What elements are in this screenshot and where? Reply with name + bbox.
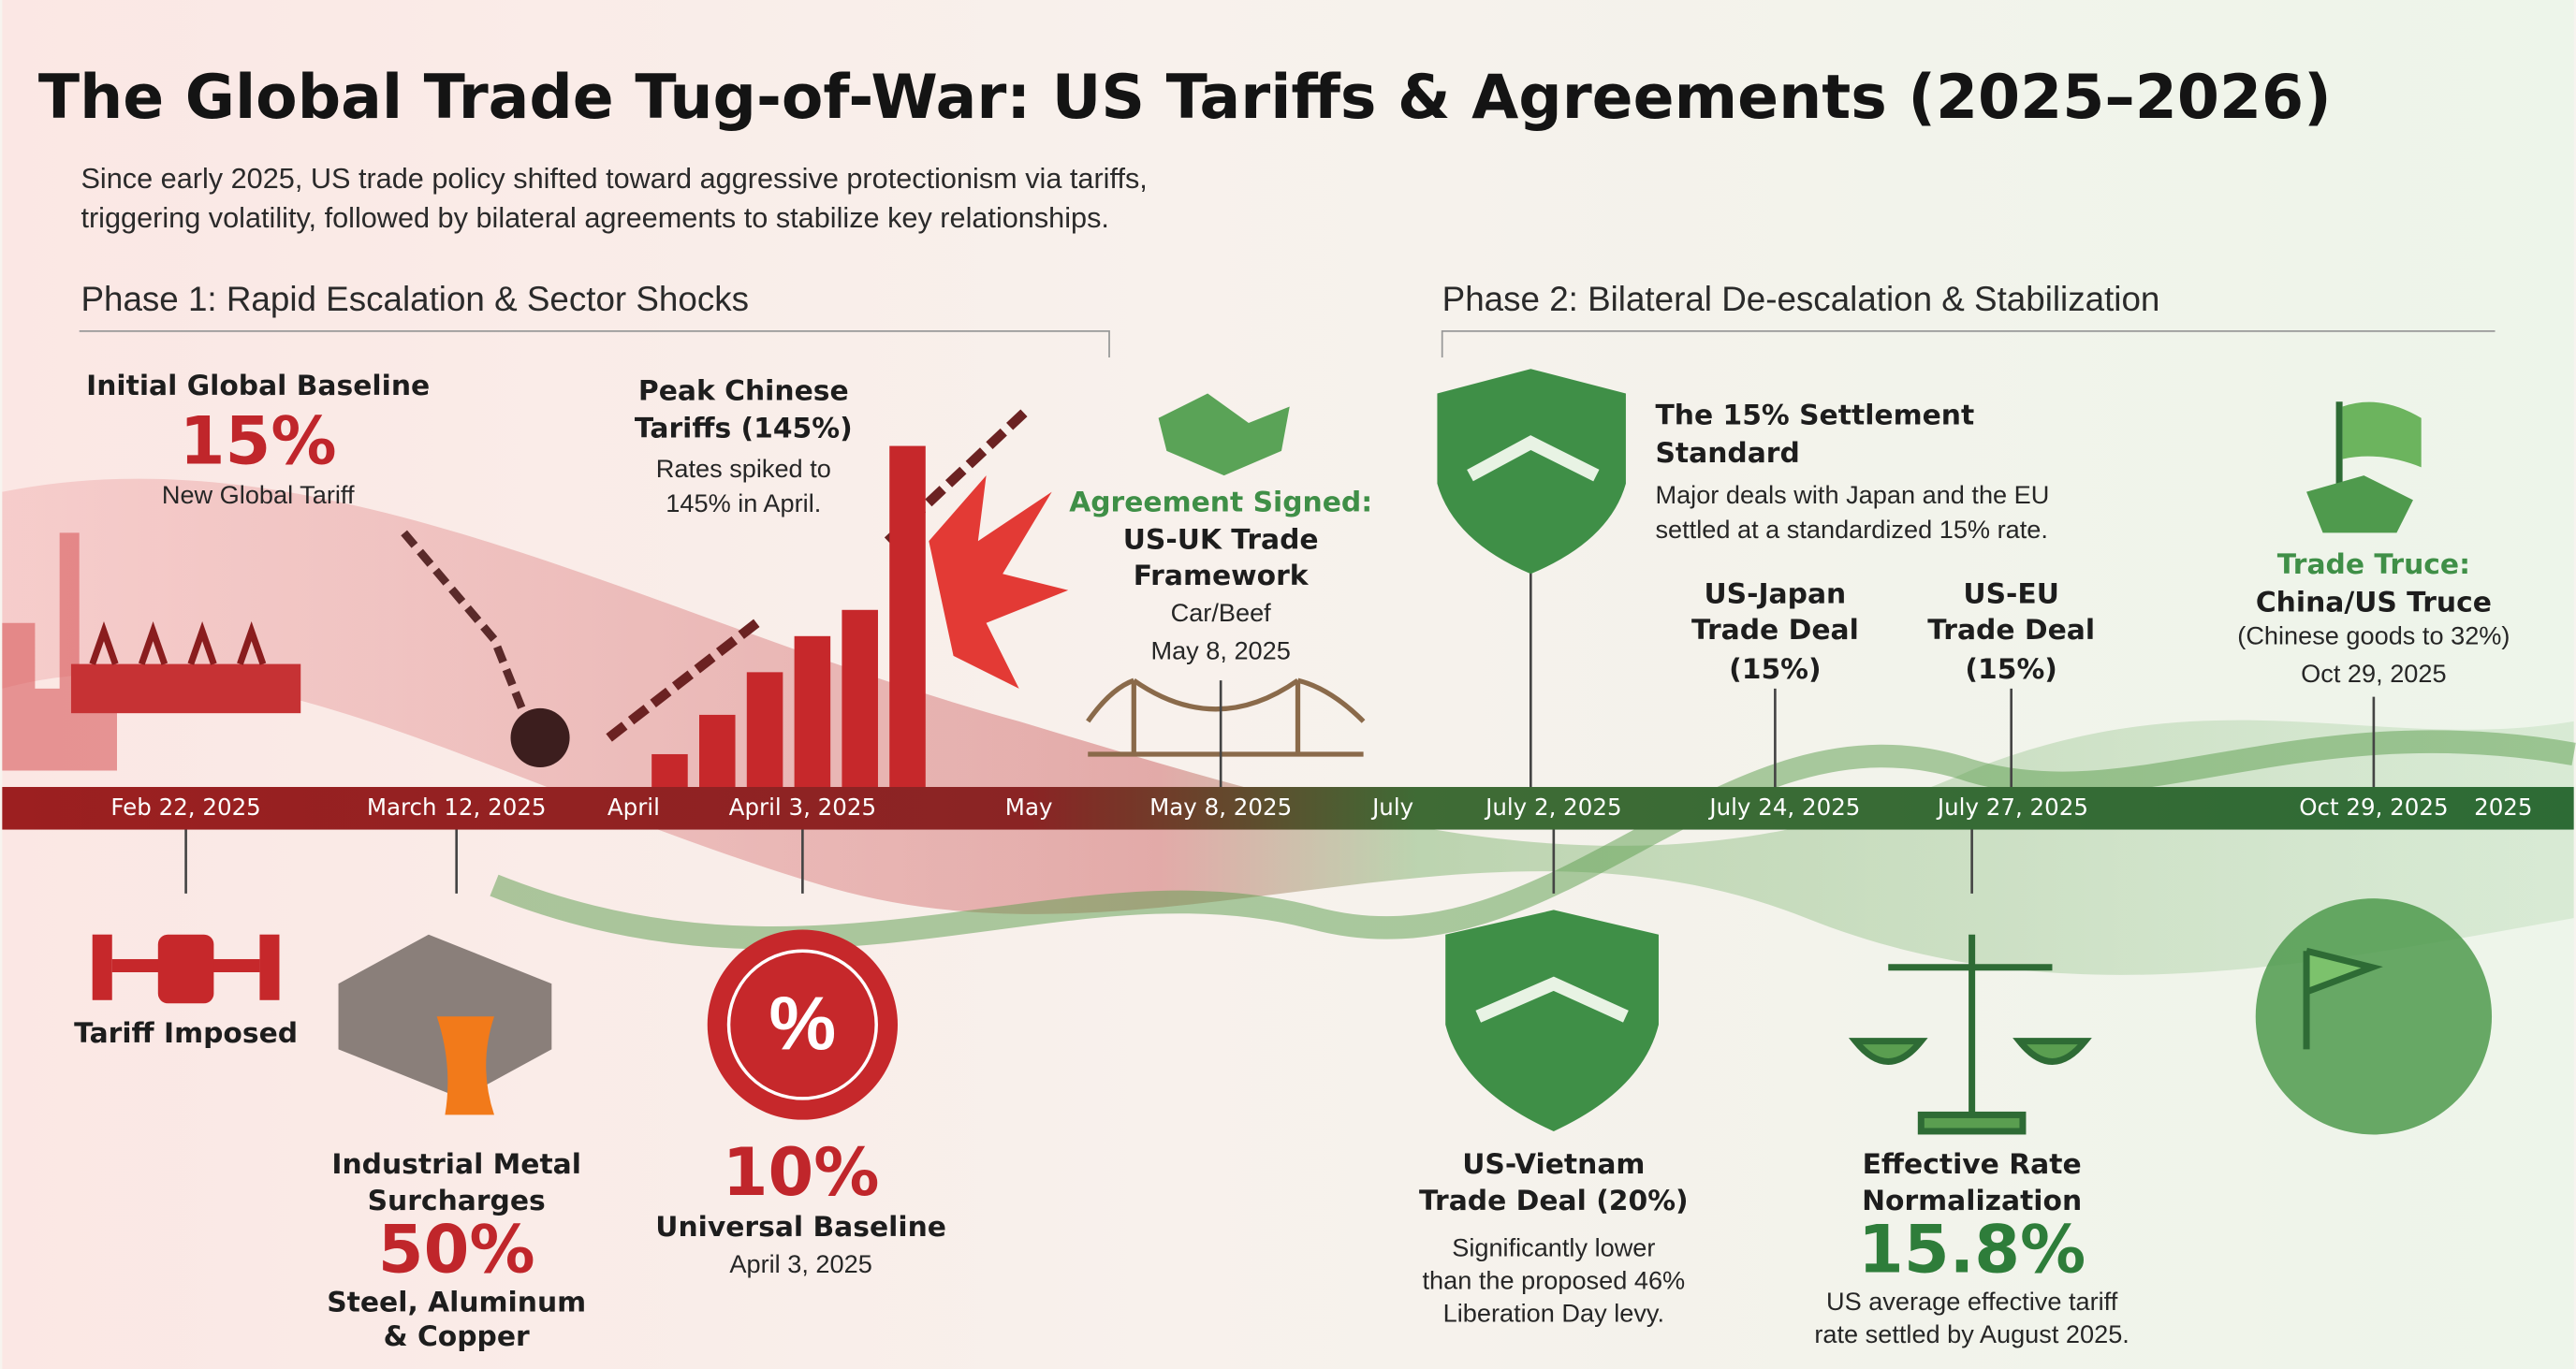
- percent-symbol: %: [769, 983, 837, 1067]
- bar: [698, 714, 736, 791]
- callout-text: Major deals with Japan and the EU: [1655, 480, 2049, 509]
- callout-text: settled at a standardized 15% rate.: [1655, 515, 2047, 544]
- callout-text: Universal Baseline: [655, 1211, 946, 1244]
- percent-badge: %: [707, 929, 899, 1120]
- bar: [889, 445, 926, 791]
- scale-icon: [1848, 934, 2092, 1135]
- callout-text: US average effective tariff: [1826, 1287, 2118, 1316]
- handshake-icon: [1158, 393, 1290, 476]
- bar: [842, 609, 878, 791]
- callout-text: Tariffs (145%): [635, 413, 853, 445]
- timeline-label: July: [1370, 794, 1413, 821]
- rising-bars: [651, 445, 926, 791]
- callout-text: Trade Deal: [1927, 614, 2095, 647]
- callout-text: Oct 29, 2025: [2301, 659, 2446, 688]
- title: The Global Trade Tug-of-War: US Tariffs …: [38, 63, 2332, 133]
- callout-text: Car/Beef: [1171, 598, 1272, 627]
- timeline-label: March 12, 2025: [367, 794, 547, 821]
- callout-text: China/US Truce: [2256, 586, 2492, 619]
- callout-text: 15%: [180, 403, 337, 480]
- timeline-label: Feb 22, 2025: [110, 794, 260, 821]
- callout-text: Framework: [1134, 560, 1310, 592]
- callout-text: US-Japan: [1705, 578, 1847, 611]
- callout-text: Effective Rate: [1863, 1148, 2082, 1181]
- wrecking-ball: [510, 707, 570, 767]
- callout-text: May 8, 2025: [1150, 636, 1290, 665]
- bar: [651, 753, 688, 791]
- shield-icon: [1445, 910, 1659, 1131]
- vine: [490, 730, 2576, 950]
- phase-label: Phase 2: Bilateral De-escalation & Stabi…: [1442, 280, 2160, 318]
- callout-text: 15.8%: [1858, 1211, 2086, 1288]
- timeline-bar: [2, 787, 2574, 830]
- timeline-label: April 3, 2025: [729, 794, 876, 821]
- callout-text: US-EU: [1963, 578, 2058, 611]
- metal-icon: [338, 934, 552, 1115]
- callout-text: 10%: [723, 1134, 880, 1211]
- callout-text: Trade Deal: [1691, 614, 1859, 647]
- connectors: [184, 565, 2376, 894]
- callout-text: Liberation Day levy.: [1443, 1298, 1664, 1327]
- callout-text: 145% in April.: [666, 488, 821, 517]
- callout-text: Agreement Signed:: [1069, 486, 1372, 518]
- callout-text: Steel, Aluminum: [327, 1286, 586, 1318]
- callout-text: Significantly lower: [1452, 1232, 1655, 1261]
- bridge: [1086, 677, 1366, 757]
- callout-text: Peak Chinese: [638, 374, 849, 407]
- callout-text: than the proposed 46%: [1423, 1265, 1686, 1294]
- timeline-label: April: [607, 794, 660, 821]
- callout-text: Tariff Imposed: [74, 1017, 298, 1050]
- callout-text: Industrial Metal: [331, 1148, 581, 1181]
- phase-rule: [1441, 330, 2496, 357]
- callout-text: US-UK Trade: [1123, 524, 1319, 557]
- spikes: [89, 620, 267, 665]
- callout-text: Surcharges: [368, 1185, 546, 1217]
- phase-rule: [79, 330, 1110, 357]
- callout-text: The 15% Settlement: [1655, 400, 1974, 432]
- timeline-label: May 8, 2025: [1149, 794, 1292, 821]
- shield-icon: [1437, 369, 1626, 575]
- timeline-label: July 27, 2025: [1936, 794, 2088, 821]
- timeline-label: July 24, 2025: [1707, 794, 1860, 821]
- callout-text: & Copper: [384, 1320, 530, 1353]
- callout-text: Normalization: [1862, 1185, 2082, 1217]
- texts: The Global Trade Tug-of-War: US Tariffs …: [38, 63, 2533, 1353]
- bar: [746, 672, 783, 791]
- callout-text: US-Vietnam: [1462, 1148, 1645, 1181]
- timeline-label: 2025: [2474, 794, 2532, 821]
- globe-icon: [2255, 898, 2493, 1135]
- callout-text: (15%): [1965, 653, 2056, 686]
- callout-text: Trade Deal (20%): [1419, 1185, 1689, 1217]
- flag-icon: [2306, 401, 2422, 533]
- phase-label: Phase 1: Rapid Escalation & Sector Shock…: [80, 280, 749, 318]
- bar: [794, 635, 831, 791]
- subtitle: triggering volatility, followed by bilat…: [80, 202, 1109, 234]
- barrier: [70, 663, 301, 714]
- chain: [401, 530, 532, 723]
- burst: [929, 475, 1069, 689]
- callout-text: rate settled by August 2025.: [1814, 1319, 2129, 1348]
- callout-text: Standard: [1655, 437, 1799, 470]
- timeline-label: July 2, 2025: [1484, 794, 1621, 821]
- callout-text: (Chinese goods to 32%): [2237, 621, 2510, 650]
- callout-text: (15%): [1729, 653, 1821, 686]
- subtitle: Since early 2025, US trade policy shifte…: [80, 163, 1147, 195]
- callout-text: Rates spiked to: [656, 454, 831, 483]
- callout-text: Trade Truce:: [2277, 548, 2470, 581]
- wave: [2, 478, 2574, 975]
- callout-text: New Global Tariff: [162, 480, 355, 509]
- callout-text: April 3, 2025: [729, 1249, 871, 1278]
- callout-text: 50%: [378, 1211, 535, 1288]
- callout-text: Initial Global Baseline: [86, 370, 430, 402]
- timeline-label: Oct 29, 2025: [2299, 794, 2448, 821]
- timeline-label: May: [1005, 794, 1053, 821]
- dumbbell-icon: [92, 934, 280, 1004]
